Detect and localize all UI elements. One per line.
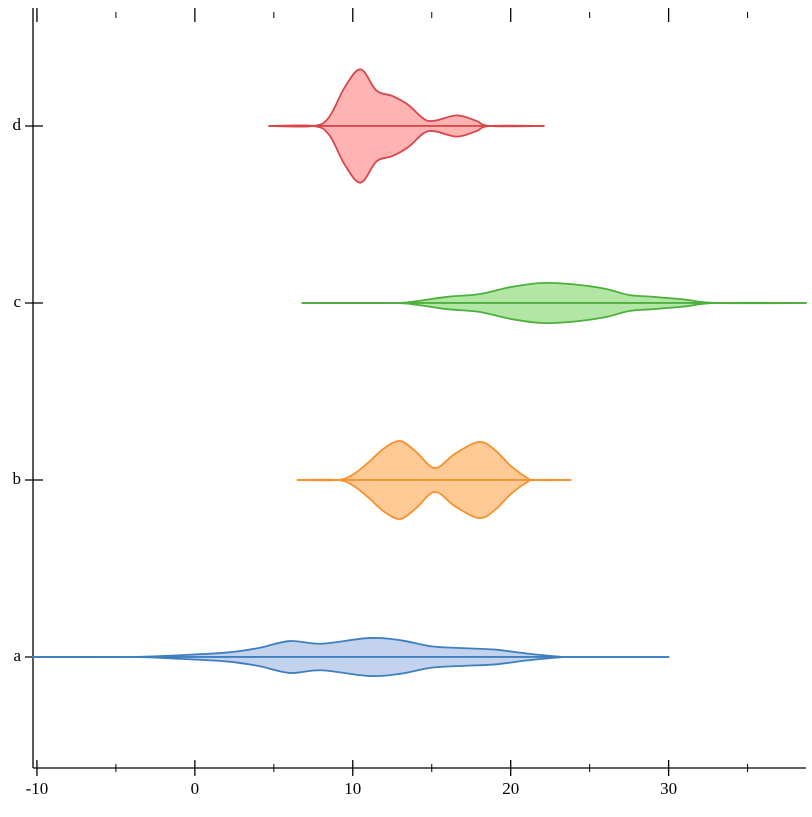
y-tick-label: d <box>13 115 22 134</box>
x-tick-label: 10 <box>344 779 361 798</box>
violin-lower <box>296 478 572 520</box>
y-tick-label: a <box>13 646 21 665</box>
violin-lower <box>32 655 670 677</box>
x-tick-label: 20 <box>502 779 519 798</box>
violin-upper <box>301 281 807 305</box>
x-tick-label: 30 <box>660 779 677 798</box>
violin-lower <box>301 301 807 325</box>
violin-upper <box>296 440 572 482</box>
x-tick-label: -10 <box>26 779 49 798</box>
violin-lower <box>268 124 545 184</box>
y-tick-label: c <box>13 292 21 311</box>
x-tick-label: 0 <box>191 779 200 798</box>
y-tick-label: b <box>13 469 22 488</box>
violin-upper <box>32 637 670 659</box>
violin-upper <box>268 68 545 128</box>
